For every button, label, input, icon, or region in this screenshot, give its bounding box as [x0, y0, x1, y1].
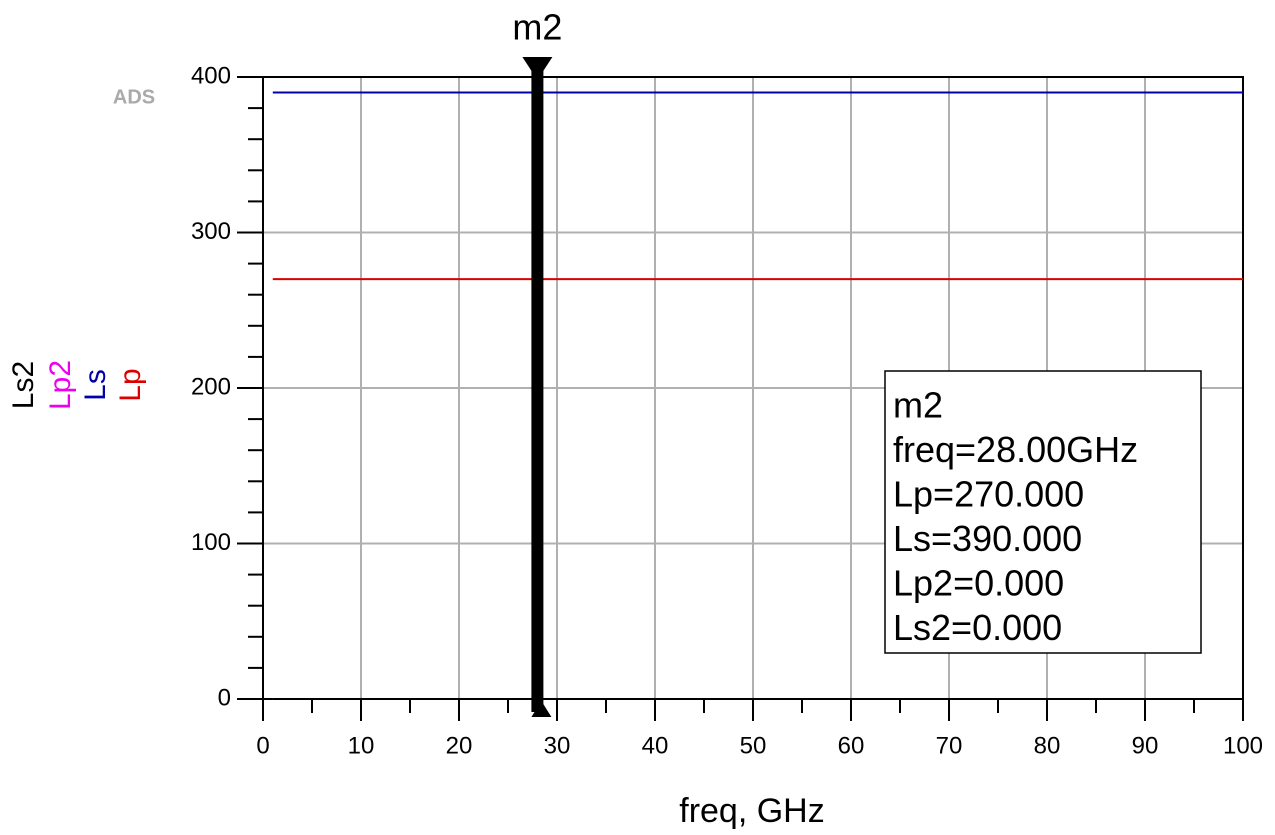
y-tick-label: 100 — [191, 529, 231, 556]
x-tick-label: 30 — [544, 732, 571, 759]
marker-readout: Lp=270.000 — [893, 474, 1084, 515]
x-tick-label: 70 — [936, 732, 963, 759]
x-tick-label: 90 — [1132, 732, 1159, 759]
y-tick-label: 300 — [191, 218, 231, 245]
legend-entry: Lp2 — [44, 360, 77, 410]
legend-entry: Ls — [79, 369, 112, 401]
legend-entry: Ls2 — [7, 361, 40, 409]
marker-readout: Ls=390.000 — [893, 518, 1082, 559]
y-tick-label: 200 — [191, 373, 231, 400]
marker-foot — [531, 701, 552, 717]
marker-readout: freq=28.00GHz — [893, 429, 1138, 470]
x-tick-label: 10 — [348, 732, 375, 759]
marker-readout-box — [884, 370, 1202, 654]
y-tick-label: 0 — [218, 684, 231, 711]
watermark: ADS — [113, 86, 155, 108]
x-tick-label: 100 — [1223, 732, 1263, 759]
x-tick-label: 20 — [446, 732, 473, 759]
marker-readout: m2 — [893, 385, 943, 426]
y-tick-label: 400 — [191, 62, 231, 89]
x-axis-label: freq, GHz — [679, 792, 824, 830]
x-tick-label: 0 — [256, 732, 269, 759]
x-tick-label: 50 — [740, 732, 767, 759]
x-tick-label: 60 — [838, 732, 865, 759]
marker-name: m2 — [512, 7, 562, 48]
marker-readout: Lp2=0.000 — [893, 563, 1064, 604]
x-tick-label: 40 — [642, 732, 669, 759]
legend-entry: Lp — [114, 368, 147, 401]
x-tick-label: 80 — [1034, 732, 1061, 759]
marker-head — [522, 57, 553, 80]
marker-readout: Ls2=0.000 — [893, 607, 1062, 648]
